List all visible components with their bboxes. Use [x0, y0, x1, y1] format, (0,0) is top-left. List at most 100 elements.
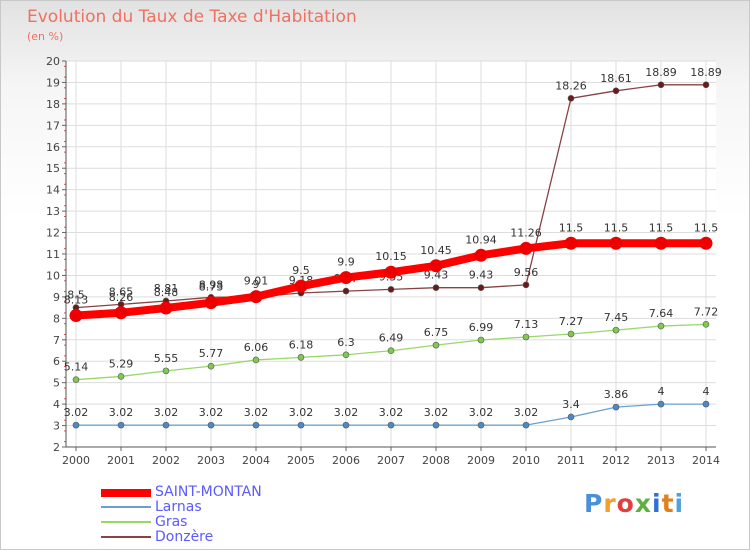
x-tick-label: 2002 — [152, 454, 180, 467]
data-label: 6.75 — [424, 326, 449, 339]
data-label: 3.02 — [64, 406, 89, 419]
data-point — [117, 373, 125, 380]
data-label: 9.01 — [244, 275, 269, 288]
data-label: 8.73 — [199, 281, 224, 294]
data-label: 6.99 — [469, 321, 494, 334]
data-point — [72, 376, 80, 383]
data-label: 8.26 — [109, 291, 134, 304]
data-label: 3.02 — [424, 406, 449, 419]
data-label: 5.14 — [64, 361, 89, 374]
data-label: 3.86 — [604, 388, 629, 401]
data-label: 18.89 — [645, 66, 677, 79]
legend-label: Larnas — [155, 499, 202, 515]
y-tick-label: 12 — [46, 227, 60, 240]
data-label: 18.89 — [690, 66, 722, 79]
y-tick-label: 16 — [46, 141, 60, 154]
data-label: 4 — [703, 385, 710, 398]
data-label: 8.48 — [154, 286, 179, 299]
legend-swatch-larnas — [101, 506, 151, 508]
data-point — [252, 421, 260, 429]
data-label: 3.02 — [109, 406, 134, 419]
data-label: 8.81 — [154, 282, 179, 295]
data-point — [117, 421, 125, 429]
data-label: 3.02 — [289, 406, 314, 419]
data-point — [702, 400, 710, 408]
data-point — [477, 284, 485, 291]
data-label: 6.18 — [289, 338, 314, 351]
y-tick-label: 13 — [46, 205, 60, 218]
data-point — [477, 421, 485, 429]
data-label: 3.02 — [334, 406, 359, 419]
data-label: 6.49 — [379, 332, 404, 345]
data-label: 7.45 — [604, 311, 629, 324]
x-tick-label: 2005 — [287, 454, 315, 467]
legend-label: SAINT-MONTAN — [155, 484, 262, 500]
data-point — [294, 279, 308, 293]
data-point — [657, 400, 665, 408]
data-point — [429, 259, 443, 273]
data-point — [432, 284, 440, 291]
data-point — [612, 403, 620, 411]
data-label: 8.5 — [67, 289, 85, 302]
data-point — [342, 421, 350, 429]
data-point — [162, 421, 170, 429]
data-label: 11.5 — [649, 221, 674, 234]
data-point — [342, 351, 350, 359]
data-point — [72, 421, 80, 429]
data-point — [609, 236, 623, 250]
legend-label: Gras — [155, 514, 188, 530]
data-label: 7.64 — [649, 307, 674, 320]
x-tick-label: 2004 — [242, 454, 270, 467]
data-point — [654, 236, 668, 250]
data-point — [657, 322, 665, 330]
x-tick-label: 2009 — [467, 454, 495, 467]
chart-title: Evolution du Taux de Taxe d'Habitation — [27, 7, 357, 27]
data-label: 9.43 — [469, 269, 494, 282]
data-label: 10.45 — [420, 244, 452, 257]
data-label: 9 — [253, 278, 260, 291]
data-label: 10.94 — [465, 233, 497, 246]
y-tick-label: 15 — [46, 162, 60, 175]
data-point — [387, 347, 395, 355]
y-tick-label: 8 — [53, 312, 60, 325]
data-label: 18.61 — [600, 72, 632, 85]
data-point — [612, 326, 620, 334]
data-point — [612, 87, 620, 95]
data-label: 9.56 — [514, 266, 539, 279]
data-point — [69, 309, 83, 323]
data-point — [384, 265, 398, 279]
x-tick-label: 2000 — [62, 454, 90, 467]
x-tick-label: 2007 — [377, 454, 405, 467]
y-tick-label: 5 — [53, 377, 60, 390]
data-point — [387, 421, 395, 429]
data-point — [567, 330, 575, 338]
data-label: 3.02 — [154, 406, 179, 419]
data-point — [699, 236, 713, 250]
data-label: 3.02 — [199, 406, 224, 419]
y-tick-label: 4 — [53, 398, 60, 411]
data-label: 8.13 — [64, 294, 89, 307]
y-tick-label: 10 — [46, 269, 60, 282]
data-label: 5.77 — [199, 347, 224, 360]
data-point — [657, 81, 665, 89]
y-tick-label: 20 — [46, 55, 60, 68]
data-label: 8.98 — [199, 278, 224, 291]
y-tick-label: 11 — [46, 248, 60, 261]
data-point — [297, 354, 305, 361]
x-tick-label: 2003 — [197, 454, 225, 467]
y-tick-label: 14 — [46, 184, 60, 197]
data-point — [297, 421, 305, 429]
logo-letter: P — [584, 489, 604, 518]
data-label: 3.4 — [562, 398, 580, 411]
data-point — [159, 301, 173, 315]
data-label: 6.06 — [244, 341, 269, 354]
chart-subtitle: (en %) — [27, 30, 64, 43]
data-label: 11.5 — [694, 221, 719, 234]
x-tick-label: 2011 — [557, 454, 585, 467]
data-point — [204, 296, 218, 310]
data-point — [567, 95, 575, 102]
data-label: 11.5 — [559, 221, 584, 234]
legend-swatch-donzere — [101, 536, 151, 538]
